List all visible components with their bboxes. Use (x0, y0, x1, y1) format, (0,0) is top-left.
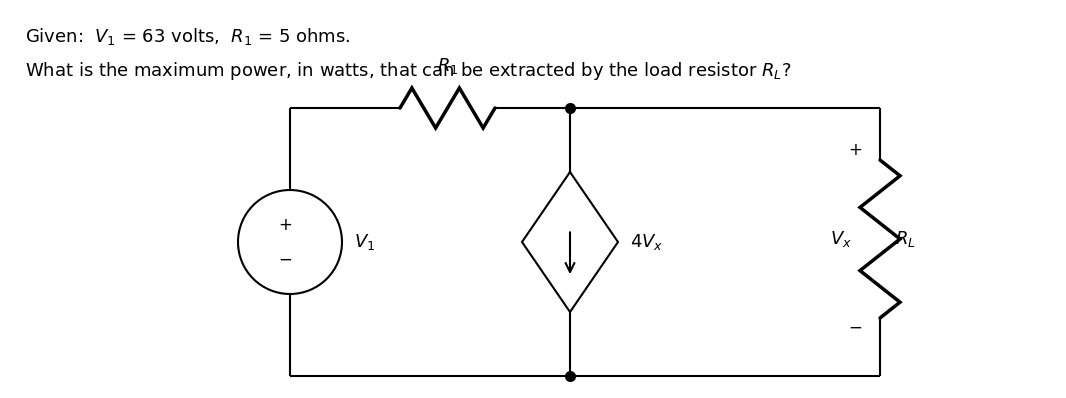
Text: $R_L$: $R_L$ (895, 229, 916, 249)
Text: $V_1$: $V_1$ (354, 232, 375, 252)
Text: +: + (278, 216, 292, 234)
Text: $R_1$: $R_1$ (437, 56, 458, 76)
Text: Given:  $V_1$ = 63 volts,  $R_1$ = 5 ohms.: Given: $V_1$ = 63 volts, $R_1$ = 5 ohms. (25, 26, 351, 47)
Text: $V_x$: $V_x$ (830, 229, 852, 249)
Text: −: − (278, 251, 292, 269)
Text: −: − (849, 319, 862, 337)
Text: +: + (849, 141, 862, 159)
Text: $4V_x$: $4V_x$ (630, 232, 663, 252)
Text: What is the maximum power, in watts, that can be extracted by the load resistor : What is the maximum power, in watts, tha… (25, 60, 792, 82)
